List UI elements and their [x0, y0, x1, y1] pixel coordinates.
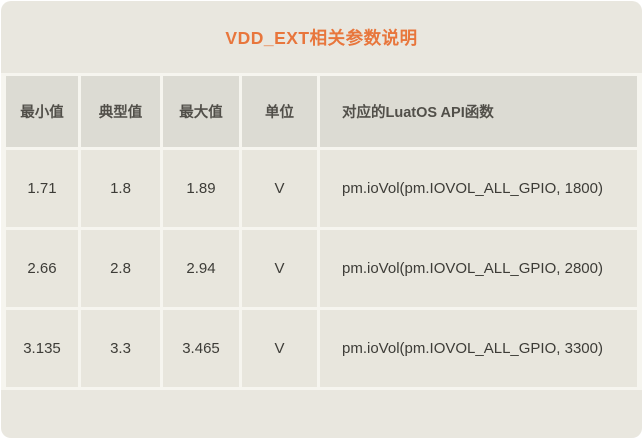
header-cell: 典型值 — [81, 76, 160, 147]
table-cell: 2.8 — [81, 230, 160, 307]
table-cell: 3.3 — [81, 310, 160, 387]
header-cell: 单位 — [242, 76, 317, 147]
table-cell: 3.135 — [6, 310, 78, 387]
footer-strip — [1, 390, 642, 438]
page-title: VDD_EXT相关参数说明 — [225, 27, 418, 48]
table-cell: 1.8 — [81, 150, 160, 227]
header-cell: 对应的LuatOS API函数 — [320, 76, 637, 147]
header-cell: 最小值 — [6, 76, 78, 147]
table-cell: 2.94 — [163, 230, 239, 307]
table-cell: 3.465 — [163, 310, 239, 387]
header-cell: 最大值 — [163, 76, 239, 147]
title-bar: VDD_EXT相关参数说明 — [1, 1, 642, 73]
table-cell: V — [242, 230, 317, 307]
table-cell: pm.ioVol(pm.IOVOL_ALL_GPIO, 3300) — [320, 310, 637, 387]
table-cell: pm.ioVol(pm.IOVOL_ALL_GPIO, 2800) — [320, 230, 637, 307]
table-cell: 1.71 — [6, 150, 78, 227]
table-cell: 1.89 — [163, 150, 239, 227]
table-cell: V — [242, 150, 317, 227]
table-cell: pm.ioVol(pm.IOVOL_ALL_GPIO, 1800) — [320, 150, 637, 227]
table-cell: V — [242, 310, 317, 387]
table-cell: 2.66 — [6, 230, 78, 307]
